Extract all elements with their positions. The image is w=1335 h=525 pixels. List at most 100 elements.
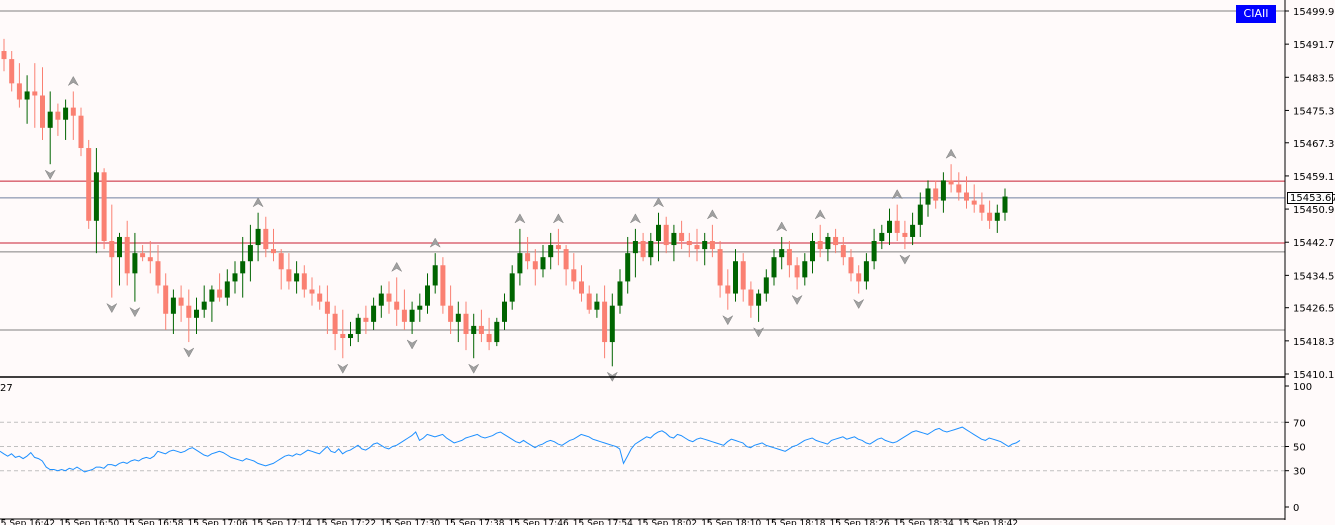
fractal-down-arrow <box>183 347 195 358</box>
rsi-line <box>0 426 1021 473</box>
candle <box>224 269 230 306</box>
candle <box>617 269 623 314</box>
candle <box>971 184 977 213</box>
price-tick-label: 15483.50 <box>1293 73 1335 84</box>
price-tick-label: 15442.70 <box>1293 238 1335 249</box>
candle-body <box>417 305 423 310</box>
candle <box>548 232 554 270</box>
candle <box>940 172 946 213</box>
indicator-label: 27 <box>0 383 13 394</box>
candle-body <box>987 212 993 221</box>
candle <box>324 285 330 334</box>
candle-body <box>117 236 122 258</box>
candle <box>55 103 61 136</box>
candle <box>255 212 261 262</box>
price-tick-label: 15459.10 <box>1293 172 1335 183</box>
candle-body <box>1002 196 1008 213</box>
fractal-up-arrow <box>514 213 526 224</box>
candle-body <box>671 232 677 246</box>
candle <box>763 269 769 302</box>
candle-body <box>748 289 754 306</box>
candle <box>86 139 92 229</box>
candle-body <box>802 261 808 278</box>
fractal-up-arrow <box>391 261 403 273</box>
fractal-down-arrow <box>106 302 118 314</box>
fractal-down-arrow <box>468 363 480 374</box>
candle <box>194 297 199 334</box>
candle <box>709 224 715 258</box>
candle-body <box>571 269 577 282</box>
candle <box>247 224 253 282</box>
candle <box>756 289 762 322</box>
candle <box>525 236 531 270</box>
candle <box>571 253 577 290</box>
candle <box>132 232 138 302</box>
candle-body <box>394 301 400 310</box>
candle-body <box>602 301 608 343</box>
candle <box>478 309 484 343</box>
candle-body <box>879 232 885 242</box>
candle-body <box>586 293 592 310</box>
candle-body <box>979 204 985 213</box>
candle-body <box>848 257 854 274</box>
candle-body <box>771 257 777 278</box>
candle <box>301 265 307 298</box>
time-tick-label: 15 Sep 18:34 <box>894 519 954 525</box>
candle <box>40 67 45 140</box>
candle-body <box>964 192 969 201</box>
candle <box>16 63 22 108</box>
candle <box>586 285 592 314</box>
candle-body <box>725 285 731 294</box>
symbol-badge[interactable]: CIAII <box>1236 5 1276 23</box>
candle <box>509 265 515 310</box>
candle-body <box>309 289 315 294</box>
time-tick-label: 15 Sep 17:38 <box>444 519 504 525</box>
candle-body <box>9 59 15 84</box>
candle-body <box>371 305 377 322</box>
candle-body <box>810 241 815 262</box>
price-panel <box>0 10 1285 382</box>
candle-body <box>247 245 253 262</box>
candle-body <box>86 148 92 221</box>
candle-body <box>201 301 207 310</box>
candle-body <box>702 241 708 250</box>
candle-body <box>617 281 623 306</box>
candle <box>740 253 746 302</box>
candle-body <box>155 261 161 286</box>
candle-body <box>679 232 685 242</box>
time-tick-label: 15 Sep 18:18 <box>765 519 825 525</box>
candle <box>271 228 276 262</box>
candle <box>294 261 300 294</box>
candle <box>355 313 361 343</box>
price-tick-label: 15418.30 <box>1293 337 1335 348</box>
candle-body <box>147 257 153 262</box>
candle <box>170 289 176 334</box>
candle <box>810 232 815 274</box>
candle <box>78 107 84 157</box>
time-tick-label: 15 Sep 16:58 <box>123 519 183 525</box>
candle-body <box>324 301 330 314</box>
candle-body <box>609 305 615 343</box>
candle <box>232 261 238 294</box>
candle-body <box>101 172 107 242</box>
candle-body <box>232 273 238 282</box>
candle-body <box>733 261 738 294</box>
candle <box>802 253 808 286</box>
candle <box>640 232 646 262</box>
candle <box>201 285 207 318</box>
candle-body <box>170 297 176 314</box>
candle <box>24 75 30 124</box>
candle <box>933 180 939 209</box>
candle-body <box>579 281 584 294</box>
candle <box>417 293 423 322</box>
fractal-up-arrow <box>776 221 788 232</box>
fractal-up-arrow <box>552 213 565 224</box>
candle <box>448 285 454 334</box>
candle <box>186 289 192 343</box>
time-tick-label: 15 Sep 18:02 <box>637 519 697 525</box>
candle <box>956 172 962 201</box>
price-tick-label: 15491.70 <box>1293 40 1335 51</box>
fractal-up-arrow <box>429 237 441 248</box>
